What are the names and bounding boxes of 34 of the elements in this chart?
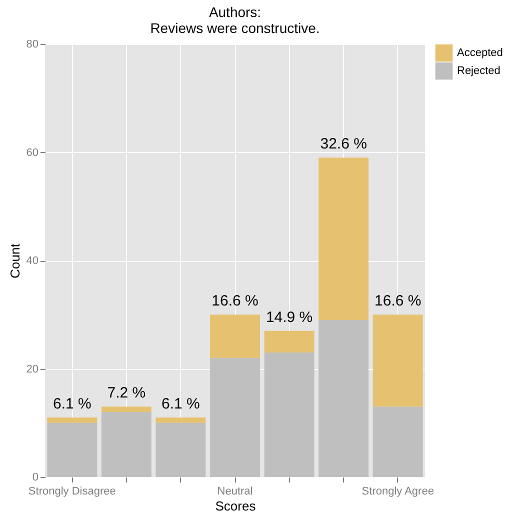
annotation: 14.9 %: [266, 308, 313, 326]
annotation: 7.2 %: [107, 384, 146, 402]
legend-label: Accepted: [457, 47, 503, 59]
x-tick-label: Neutral: [217, 486, 253, 498]
bar: [372, 314, 423, 407]
annotation: 32.6 %: [320, 136, 367, 153]
bar: [156, 417, 206, 423]
bar: [264, 352, 314, 477]
y-tick-label: 20: [26, 363, 38, 376]
bar: [372, 406, 423, 477]
x-tick-label: Strongly Disagree: [28, 486, 116, 498]
bar: [101, 406, 152, 412]
bar: [101, 412, 152, 477]
annotation: 6.1 %: [52, 395, 92, 412]
x-tick-label: Strongly Agree: [362, 486, 434, 498]
chart-title: Authors: Reviews were constructive.: [150, 4, 320, 36]
x-axis-title: Scores: [215, 498, 256, 514]
y-tick-label: 80: [26, 38, 38, 50]
bar: [210, 358, 260, 477]
y-tick-label: 0: [32, 472, 38, 484]
annotation: 6.1 %: [162, 395, 200, 412]
y-tick-label: 40: [26, 255, 38, 267]
bar: [156, 422, 206, 477]
annotation: 16.6 %: [374, 292, 422, 310]
bar: [318, 158, 369, 320]
legend-label: Rejected: [457, 65, 500, 77]
bar: [47, 422, 98, 477]
y-axis-title: Count: [7, 243, 22, 278]
bar: [264, 330, 314, 353]
annotation: 16.6 %: [212, 292, 258, 310]
bar: [47, 417, 98, 423]
bar: [318, 320, 369, 477]
y-tick-label: 60: [26, 146, 38, 159]
bar: [210, 314, 260, 358]
